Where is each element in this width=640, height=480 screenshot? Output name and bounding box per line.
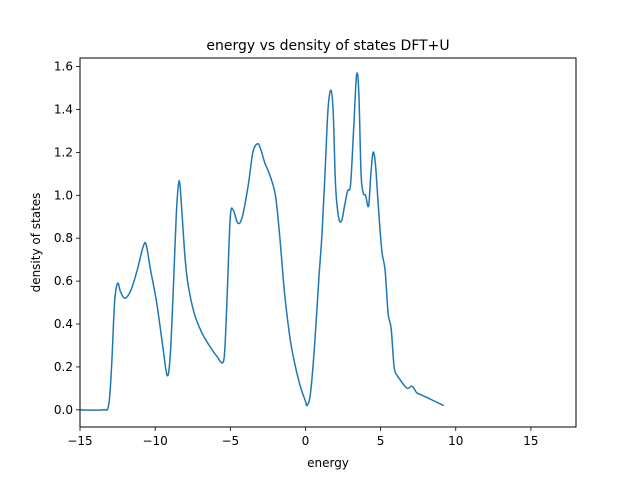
x-axis-label: energy <box>307 456 349 470</box>
y-axis: 0.0 0.2 0.4 0.6 0.8 1.0 1.2 1.4 1.6 <box>54 60 80 417</box>
x-tick-label: −10 <box>142 434 167 448</box>
x-tick-label: −15 <box>67 434 92 448</box>
y-tick-label: 0.6 <box>54 274 73 288</box>
y-tick-label: 1.6 <box>54 60 73 74</box>
y-tick-label: 0.8 <box>54 231 73 245</box>
x-tick-label: 10 <box>448 434 463 448</box>
y-tick-label: 1.0 <box>54 188 73 202</box>
y-tick-label: 0.4 <box>54 317 73 331</box>
y-axis-label: density of states <box>29 193 43 293</box>
x-tick-label: 15 <box>523 434 538 448</box>
x-tick-label: 5 <box>377 434 385 448</box>
x-tick-label: 0 <box>302 434 310 448</box>
plot-area <box>79 72 445 411</box>
y-tick-label: 1.4 <box>54 102 73 116</box>
x-tick-label: −5 <box>221 434 239 448</box>
y-tick-label: 0.0 <box>54 403 73 417</box>
series-line-0 <box>79 72 445 411</box>
y-tick-label: 1.2 <box>54 145 73 159</box>
y-tick-label: 0.2 <box>54 360 73 374</box>
axes-frame <box>79 57 577 428</box>
x-axis: −15 −10 −5 0 5 10 15 <box>67 427 539 448</box>
chart-title: energy vs density of states DFT+U <box>206 38 449 54</box>
